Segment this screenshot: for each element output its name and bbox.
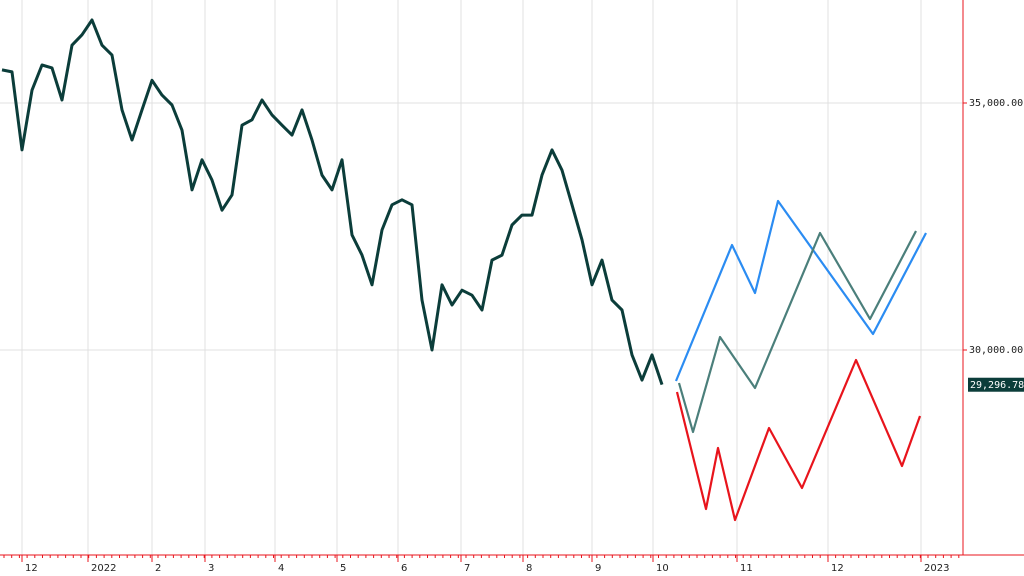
- y-tick-label: 30,000.00: [969, 345, 1023, 356]
- x-tick-label: 4: [278, 563, 284, 574]
- x-tick-label: 2023: [924, 563, 949, 574]
- series-line: [674, 199, 927, 382]
- x-tick-label: 3: [208, 563, 214, 574]
- x-tick-label: 12: [831, 563, 844, 574]
- x-tick-label: 7: [464, 563, 470, 574]
- x-tick-label: 2: [155, 563, 161, 574]
- x-tick-label: 12: [25, 563, 38, 574]
- series-line: [677, 230, 917, 434]
- last-value-box: [968, 377, 1024, 392]
- x-tick-label: 8: [526, 563, 532, 574]
- x-tick-label: 2022: [91, 563, 116, 574]
- series-line: [1, 18, 664, 386]
- y-tick-label: 35,000.00: [969, 98, 1023, 109]
- last-value-label: 29,296.78: [970, 380, 1024, 391]
- x-tick-label: 5: [340, 563, 346, 574]
- x-tick-label: 9: [595, 563, 601, 574]
- x-tick-label: 11: [740, 563, 753, 574]
- x-tick-label: 6: [401, 563, 407, 574]
- series-line: [675, 358, 922, 522]
- x-tick-label: 10: [656, 563, 669, 574]
